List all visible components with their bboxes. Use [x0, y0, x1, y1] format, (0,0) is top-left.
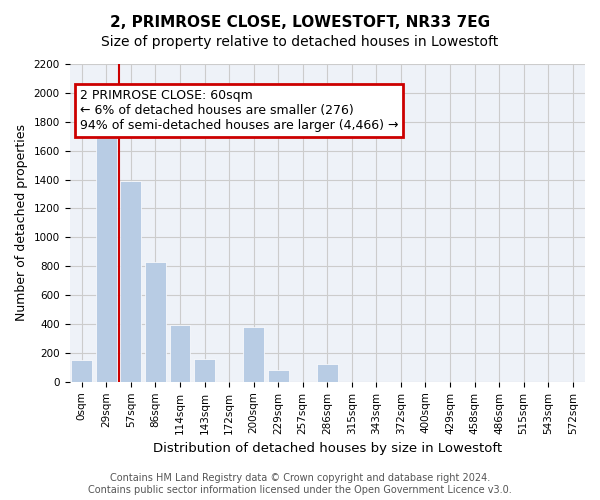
- Bar: [145, 262, 166, 382]
- Bar: [194, 358, 215, 382]
- Bar: [121, 181, 142, 382]
- Bar: [243, 327, 264, 382]
- Text: Contains HM Land Registry data © Crown copyright and database right 2024.
Contai: Contains HM Land Registry data © Crown c…: [88, 474, 512, 495]
- Bar: [317, 364, 338, 382]
- X-axis label: Distribution of detached houses by size in Lowestoft: Distribution of detached houses by size …: [153, 442, 502, 455]
- Text: Size of property relative to detached houses in Lowestoft: Size of property relative to detached ho…: [101, 35, 499, 49]
- Text: 2 PRIMROSE CLOSE: 60sqm
← 6% of detached houses are smaller (276)
94% of semi-de: 2 PRIMROSE CLOSE: 60sqm ← 6% of detached…: [80, 90, 398, 132]
- Bar: [170, 326, 190, 382]
- Bar: [71, 360, 92, 382]
- Bar: [268, 370, 289, 382]
- Bar: [96, 136, 117, 382]
- Y-axis label: Number of detached properties: Number of detached properties: [15, 124, 28, 322]
- Text: 2, PRIMROSE CLOSE, LOWESTOFT, NR33 7EG: 2, PRIMROSE CLOSE, LOWESTOFT, NR33 7EG: [110, 15, 490, 30]
